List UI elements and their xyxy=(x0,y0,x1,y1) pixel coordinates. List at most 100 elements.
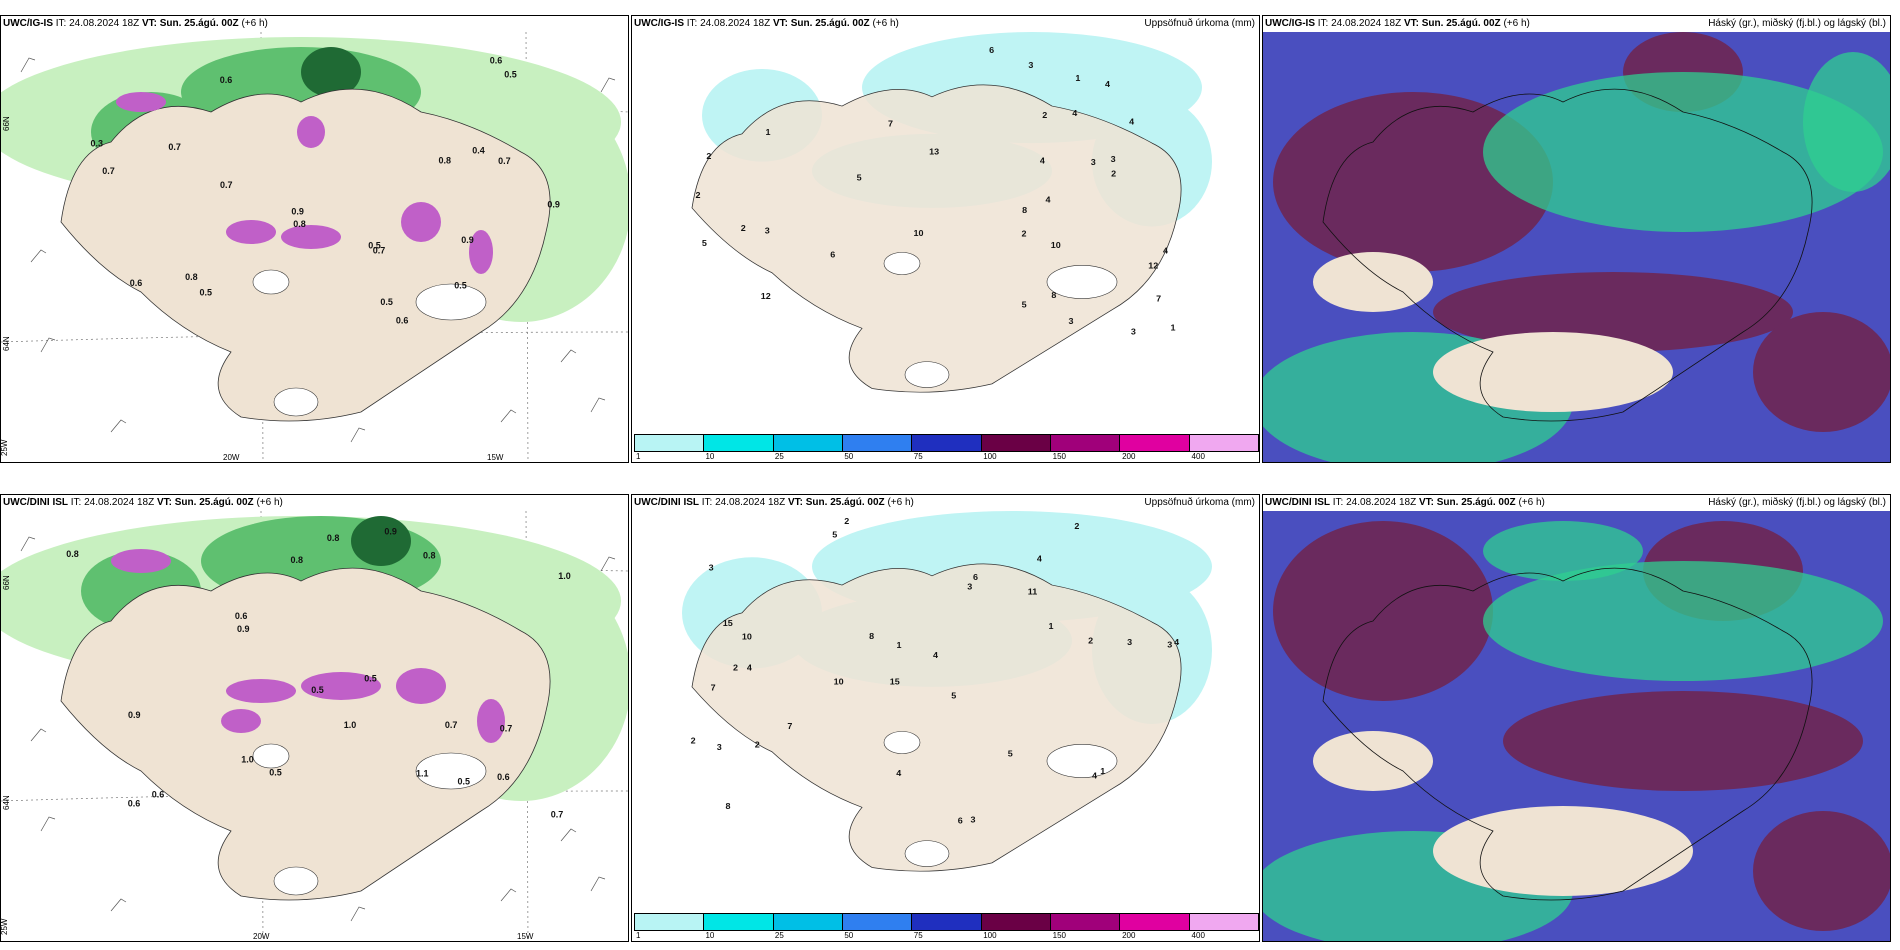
precip-colorbar: 1 10 25 50 75 100 150 200 400 xyxy=(632,913,1259,941)
ice-cap-white xyxy=(252,269,487,417)
lon-label-15w: 15W xyxy=(487,453,504,462)
colorbar-tick-label: 25 xyxy=(774,931,784,940)
lat-label-lower: 64N xyxy=(2,336,11,351)
panel-r2-wind-cloud: UWC/DINI ISL IT: 24.08.2024 18Z VT: Sun.… xyxy=(0,494,629,942)
precip-magenta xyxy=(111,549,505,743)
map-value-label: 1 xyxy=(1049,621,1054,631)
colorbar-swatch xyxy=(912,914,982,930)
map-value-label: 0.9 xyxy=(291,206,304,216)
map-value-label: 0.7 xyxy=(551,810,564,820)
map-value-label: 2 xyxy=(691,736,696,746)
map-value-label: 0.5 xyxy=(368,240,381,250)
map-value-label: 4 xyxy=(1163,246,1168,256)
ice-cap-white xyxy=(883,731,1118,867)
wind-cloud-map: 0.60.60.80.7 0.40.50.90.70.80.50.60.30.90… xyxy=(1,32,628,462)
map-value-label: 3 xyxy=(967,582,972,592)
map-value-label: 10 xyxy=(914,228,924,238)
colorbar-swatch xyxy=(773,435,843,451)
map-value-label: 6 xyxy=(958,816,963,826)
map-value-label: 4 xyxy=(1040,156,1045,166)
map-value-label: 7 xyxy=(711,683,716,693)
map-value-label: 0.4 xyxy=(472,146,485,156)
cloud-layers-map xyxy=(1263,511,1890,941)
map-value-label: 2 xyxy=(755,740,760,750)
map-value-label: 7 xyxy=(888,119,893,129)
lead-time: (+6 h) xyxy=(872,18,899,29)
map-value-label: 2 xyxy=(1042,110,1047,120)
map-value-label: 0.5 xyxy=(200,288,213,298)
map-value-label: 2 xyxy=(1088,636,1093,646)
map-value-label: 0.8 xyxy=(423,550,436,560)
map-value-label: 1.1 xyxy=(416,768,429,778)
map-value-label: 2 xyxy=(844,516,849,526)
map-value-label: 3 xyxy=(709,563,714,573)
valid-time: VT: Sun. 25.ágú. 00Z xyxy=(787,497,885,508)
map-value-label: 0.9 xyxy=(547,200,560,210)
map-value-label: 2 xyxy=(1022,229,1027,239)
panel-r1-precip: UWC/IG-IS IT: 24.08.2024 18Z VT: Sun. 25… xyxy=(631,15,1260,463)
map-value-label: 5 xyxy=(857,173,862,183)
map-value-label: 0.6 xyxy=(490,55,503,65)
map-value-label: 0.5 xyxy=(380,297,393,307)
colorbar-swatch xyxy=(1050,435,1121,451)
map-value-label: 12 xyxy=(761,292,771,302)
map-value-label: 3 xyxy=(1028,60,1033,70)
init-time: IT: 24.08.2024 18Z xyxy=(701,497,786,508)
colorbar-tick-label: 75 xyxy=(913,931,923,940)
init-time: IT: 24.08.2024 18Z xyxy=(1332,497,1417,508)
map-value-label: 2 xyxy=(733,663,738,673)
map-value-label: 0.5 xyxy=(311,685,324,695)
map-value-label: 0.6 xyxy=(130,278,143,288)
map-value-label: 0.9 xyxy=(237,624,250,634)
map-value-label: 1.0 xyxy=(558,571,571,581)
map-value-label: 3 xyxy=(765,226,770,236)
map-value-label: 4 xyxy=(1129,117,1134,127)
init-time: IT: 24.08.2024 18Z xyxy=(55,18,140,29)
colorbar-swatch xyxy=(1120,435,1190,451)
mid-cloud-purple xyxy=(1273,32,1890,432)
map-value-label: 3 xyxy=(717,742,722,752)
wind-barbs xyxy=(20,536,616,922)
colorbar-swatch xyxy=(1189,435,1258,451)
cloud-value-labels: 0.60.60.80.7 0.40.50.90.70.80.50.60.30.90… xyxy=(91,55,560,325)
colorbar-swatch xyxy=(635,435,705,451)
map-value-label: 0.8 xyxy=(293,219,306,229)
map-value-label: 7 xyxy=(1156,294,1161,304)
map-value-label: 1 xyxy=(897,640,902,650)
colorbar-tick-label: 100 xyxy=(983,452,997,461)
map-value-label: 8 xyxy=(1051,290,1056,300)
wind-cloud-map: 0.6 0.7 0.5 1.0 0.8 0.9 0.6 0.8 0.5 1.0 0.7 0.9 0.5 0… xyxy=(1,511,628,941)
map-value-label: 0.8 xyxy=(66,549,79,559)
map-value-label: 1 xyxy=(1075,73,1080,83)
map-value-label: 3 xyxy=(1091,157,1096,167)
colorbar-tick-label: 10 xyxy=(705,452,715,461)
map-value-label: 1 xyxy=(1100,767,1105,777)
lead-time: (+6 h) xyxy=(887,497,914,508)
model-name: UWC/IG-IS xyxy=(3,18,53,29)
map-value-label: 7 xyxy=(787,721,792,731)
coastline xyxy=(1322,88,1813,422)
colorbar-swatch xyxy=(1050,914,1121,930)
lead-time: (+6 h) xyxy=(1518,497,1545,508)
map-value-label: 13 xyxy=(929,147,939,157)
map-value-label: 0.7 xyxy=(220,180,233,190)
map-value-label: 5 xyxy=(832,530,837,540)
map-value-label: 8 xyxy=(726,801,731,811)
map-value-label: 12 xyxy=(1148,261,1158,271)
colorbar-swatch xyxy=(1189,914,1258,930)
map-value-label: 15 xyxy=(723,618,733,628)
lat-label-upper: 66N xyxy=(2,116,11,131)
valid-time: VT: Sun. 25.ágú. 00Z xyxy=(156,497,254,508)
map-value-label: 0.5 xyxy=(458,777,471,787)
map-value-label: 6 xyxy=(830,250,835,260)
colorbar-swatch xyxy=(635,914,705,930)
panel-r1-clouds: UWC/IG-IS IT: 24.08.2024 18Z VT: Sun. 25… xyxy=(1262,15,1891,463)
precip-colorbar: 1 10 25 50 75 100 150 200 400 xyxy=(632,434,1259,462)
map-value-label: 0.7 xyxy=(498,156,511,166)
map-value-label: 8 xyxy=(869,631,874,641)
map-value-label: 2 xyxy=(706,151,711,161)
lead-time: (+6 h) xyxy=(241,18,268,29)
